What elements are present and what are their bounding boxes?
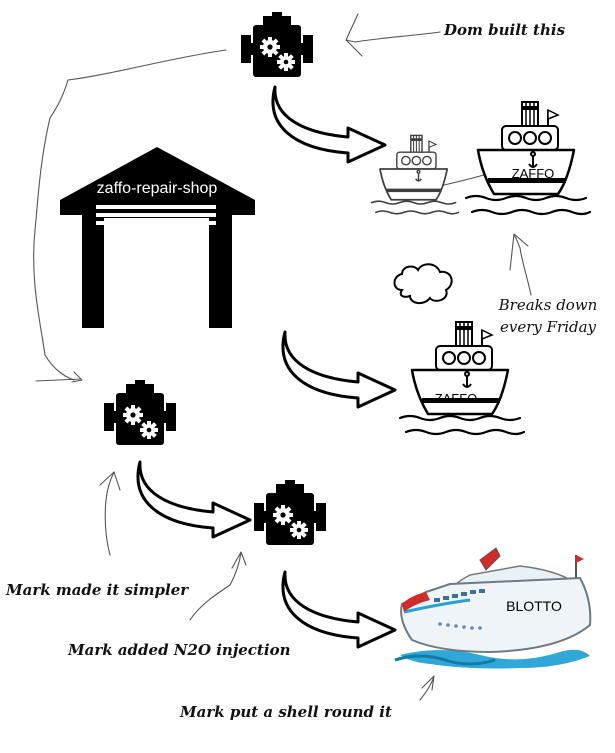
garage-icon: zaffo-repair-shop (60, 147, 255, 328)
cruise-ship-icon: BLOTTO (394, 547, 592, 669)
caption-breaks-down: Breaks down every Friday (496, 294, 600, 338)
zaffo-top-label: ZAFFO (512, 166, 555, 181)
arrow-icon-top (271, 85, 387, 164)
caption-breaks-line1: Breaks down (498, 296, 598, 314)
connector-lines (33, 13, 532, 701)
arrow-icon-bottom (281, 570, 397, 649)
caption-mark-shell: Mark put a shell round it (180, 703, 392, 721)
cloud-icon (393, 263, 453, 304)
small-ship-icon (370, 134, 460, 215)
zaffo-ship-icon-middle: ZAFFO (398, 320, 526, 436)
zaffo-middle-label: ZAFFO (435, 391, 478, 406)
engine-icon-middle (254, 480, 326, 545)
caption-mark-simpler: Mark made it simpler (6, 581, 189, 599)
caption-mark-n2o: Mark added N2O injection (68, 641, 291, 659)
caption-dom-built-this: Dom built this (444, 21, 566, 39)
caption-breaks-line2: every Friday (499, 318, 597, 336)
engine-icon-top (241, 12, 313, 77)
zaffo-ship-icon-top: ZAFFO (464, 100, 592, 216)
blotto-label: BLOTTO (506, 598, 562, 614)
garage-label: zaffo-repair-shop (97, 180, 218, 197)
arrow-icon-middle (281, 330, 397, 409)
arrow-icon-left (136, 460, 252, 539)
engine-icon-left (104, 380, 176, 445)
